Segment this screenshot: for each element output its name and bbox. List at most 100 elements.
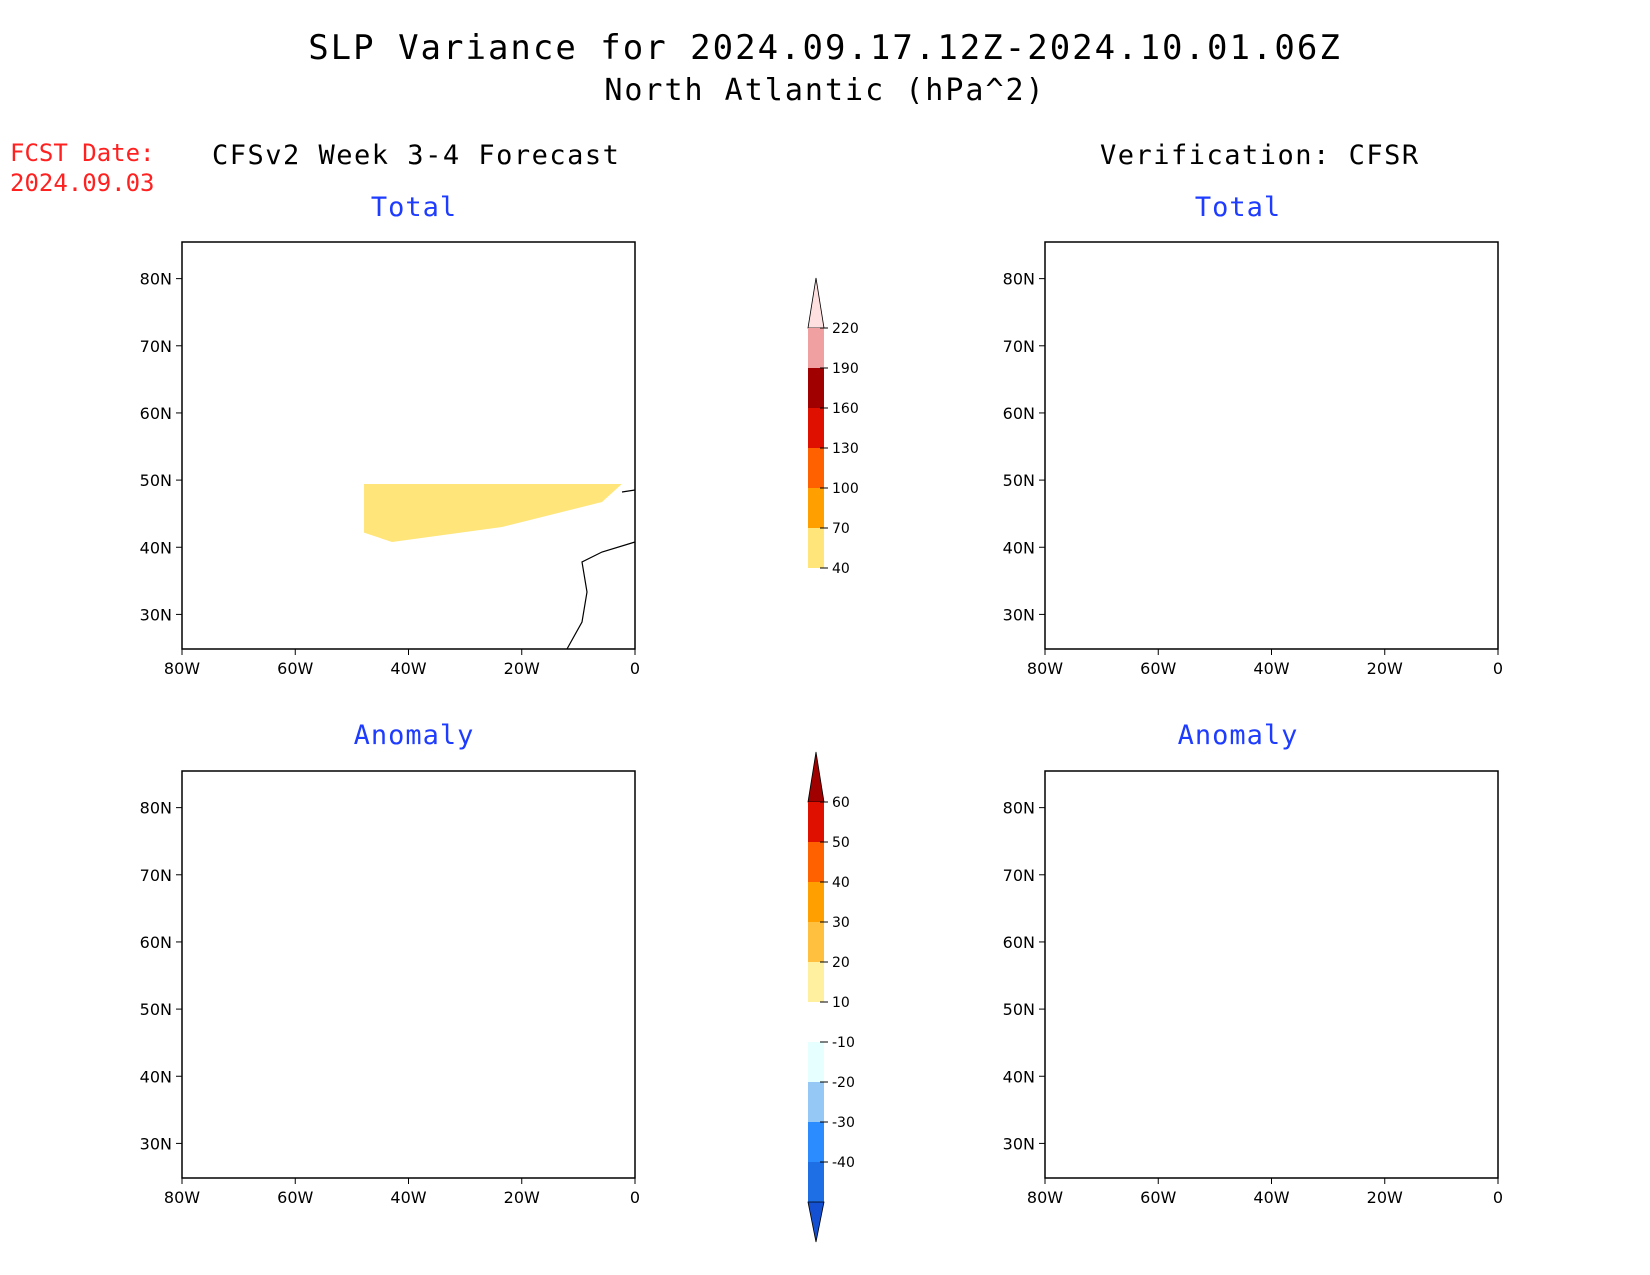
lon-label: 80W xyxy=(1027,659,1063,678)
forecast-total-contour-2 xyxy=(422,372,607,482)
verif-anomaly-title: Anomaly xyxy=(1177,720,1299,751)
lon-label: 40W xyxy=(390,659,426,678)
colorbar-label: 220 xyxy=(832,321,859,337)
lon-label: 60W xyxy=(1140,1188,1176,1207)
lat-label: 60N xyxy=(1003,933,1035,952)
lat-label: 80N xyxy=(1003,799,1035,818)
verif-total-fill xyxy=(1045,254,1498,649)
verif-total-map: 80N 70N 60N 50N 40N 30N 80W 60W 40W 20W 0 xyxy=(1003,241,1503,678)
forecast-anomaly-contour-4 xyxy=(452,946,572,1026)
lon-label: 40W xyxy=(390,1188,426,1207)
colorbar-segment xyxy=(808,1082,824,1122)
lat-label: 60N xyxy=(140,404,172,423)
forecast-anomaly-contour-5 xyxy=(497,986,522,1003)
colorbar-label: 60 xyxy=(832,795,850,811)
lon-label: 0 xyxy=(630,659,640,678)
fcst-date-label: FCST Date: 2024.09.03 xyxy=(10,138,155,198)
colorbar-label: 160 xyxy=(832,401,859,417)
lon-label: 40W xyxy=(1253,1188,1289,1207)
forecast-anomaly-contour-0 xyxy=(182,781,635,1061)
verif-anomaly-contour-1 xyxy=(1045,841,1498,1071)
chart-subtitle: North Atlantic (hPa^2) xyxy=(604,73,1046,108)
lat-label: 70N xyxy=(140,337,172,356)
lon-label: 0 xyxy=(630,1188,640,1207)
verif-total-frame xyxy=(1044,241,1499,650)
lon-label: 40W xyxy=(1253,659,1289,678)
lon-label: 60W xyxy=(1140,659,1176,678)
lat-label: 30N xyxy=(1003,1134,1035,1153)
forecast-anomaly-contour-3 xyxy=(307,951,362,1011)
verif-anomaly-contour-8 xyxy=(1395,971,1498,1013)
forecast-total-frame xyxy=(181,241,636,650)
lon-label: 80W xyxy=(164,1188,200,1207)
lat-label: 40N xyxy=(1003,1067,1035,1086)
forecast-anomaly-frame xyxy=(181,770,636,1179)
verif-anomaly-contour-6 xyxy=(1345,959,1498,1033)
verif-anomaly-frame xyxy=(1044,770,1499,1179)
colorbar-segment xyxy=(808,1162,824,1202)
lat-label: 70N xyxy=(140,866,172,885)
colorbar-label: -10 xyxy=(832,1035,855,1051)
lat-label: 70N xyxy=(1003,866,1035,885)
lat-label: 30N xyxy=(140,605,172,624)
verif-anomaly-contour-9 xyxy=(1425,976,1498,1006)
colorbar-segment xyxy=(808,408,824,448)
map-coastline-icon xyxy=(1045,254,1498,649)
verif-total-contour-4 xyxy=(1340,432,1498,512)
colorbar-segment xyxy=(808,842,824,882)
verif-anomaly-map: 80N 70N 60N 50N 40N 30N 80W 60W 40W 20W 0 xyxy=(1003,770,1503,1207)
forecast-total-contour-0 xyxy=(364,484,622,542)
lat-label: 80N xyxy=(140,270,172,289)
forecast-total-fill xyxy=(364,294,636,650)
colorbar-label: 70 xyxy=(832,521,850,537)
colorbar-label: 40 xyxy=(832,875,850,891)
lat-label: 50N xyxy=(140,1000,172,1019)
map-coastline-icon xyxy=(1045,783,1498,1178)
colorbar-label: 50 xyxy=(832,835,850,851)
colorbar-arrow-icon xyxy=(807,751,825,803)
lon-label: 0 xyxy=(1493,1188,1503,1207)
lat-label: 80N xyxy=(140,799,172,818)
colorbar-segment xyxy=(808,448,824,488)
verif-total-contour-6 xyxy=(1405,470,1498,494)
lat-label: 40N xyxy=(140,1067,172,1086)
forecast-anomaly-fill xyxy=(182,781,635,1178)
colorbar-label: -30 xyxy=(832,1115,855,1131)
lat-label: 30N xyxy=(140,1134,172,1153)
verif-total-contour-7 xyxy=(1445,382,1498,410)
fcst-date-heading: FCST Date: xyxy=(10,139,155,167)
fcst-date-value: 2024.09.03 xyxy=(10,169,155,197)
forecast-anomaly-contour-1 xyxy=(362,831,635,906)
colorbar-label: -20 xyxy=(832,1075,855,1091)
lat-label: 60N xyxy=(1003,404,1035,423)
lat-label: 40N xyxy=(1003,538,1035,557)
chart-title: SLP Variance for 2024.09.17.12Z-2024.10.… xyxy=(308,28,1342,68)
colorbar-segment xyxy=(808,368,824,408)
total-colorbar: 220 190 160 130 100 70 40 xyxy=(807,277,859,577)
colorbar-label: 190 xyxy=(832,361,859,377)
forecast-anomaly-map: 80N 70N 60N 50N 40N 30N 80W 60W 40W 20W 0 xyxy=(140,770,640,1207)
verif-total-contour-0 xyxy=(1065,262,1498,542)
verification-column-title: Verification: CFSR xyxy=(1100,140,1420,171)
verif-anomaly-contour-4 xyxy=(1275,966,1310,986)
verif-anomaly-contour-7 xyxy=(1370,963,1498,1023)
colorbar-arrow-icon xyxy=(807,277,825,329)
forecast-total-contour-1 xyxy=(372,294,447,342)
verif-anomaly-contour-0 xyxy=(1045,771,1498,1126)
lat-label: 70N xyxy=(1003,337,1035,356)
lat-label: 80N xyxy=(1003,270,1035,289)
verif-anomaly-fill xyxy=(1045,771,1498,1178)
colorbar-segment xyxy=(808,528,824,568)
colorbar-segment xyxy=(808,922,824,962)
lon-label: 20W xyxy=(1367,1188,1403,1207)
forecast-total-map: 80N 70N 60N 50N 40N 30N 80W 60W 40W 20W 0 xyxy=(140,241,640,678)
forecast-total-title: Total xyxy=(370,192,458,223)
verif-total-contour-1 xyxy=(1045,367,1110,452)
lon-label: 20W xyxy=(504,659,540,678)
lat-label: 50N xyxy=(1003,1000,1035,1019)
colorbar-label: 20 xyxy=(832,955,850,971)
colorbar-segment xyxy=(808,962,824,1002)
verif-anomaly-contour-2 xyxy=(1045,856,1498,1041)
colorbar-label: 100 xyxy=(832,481,859,497)
